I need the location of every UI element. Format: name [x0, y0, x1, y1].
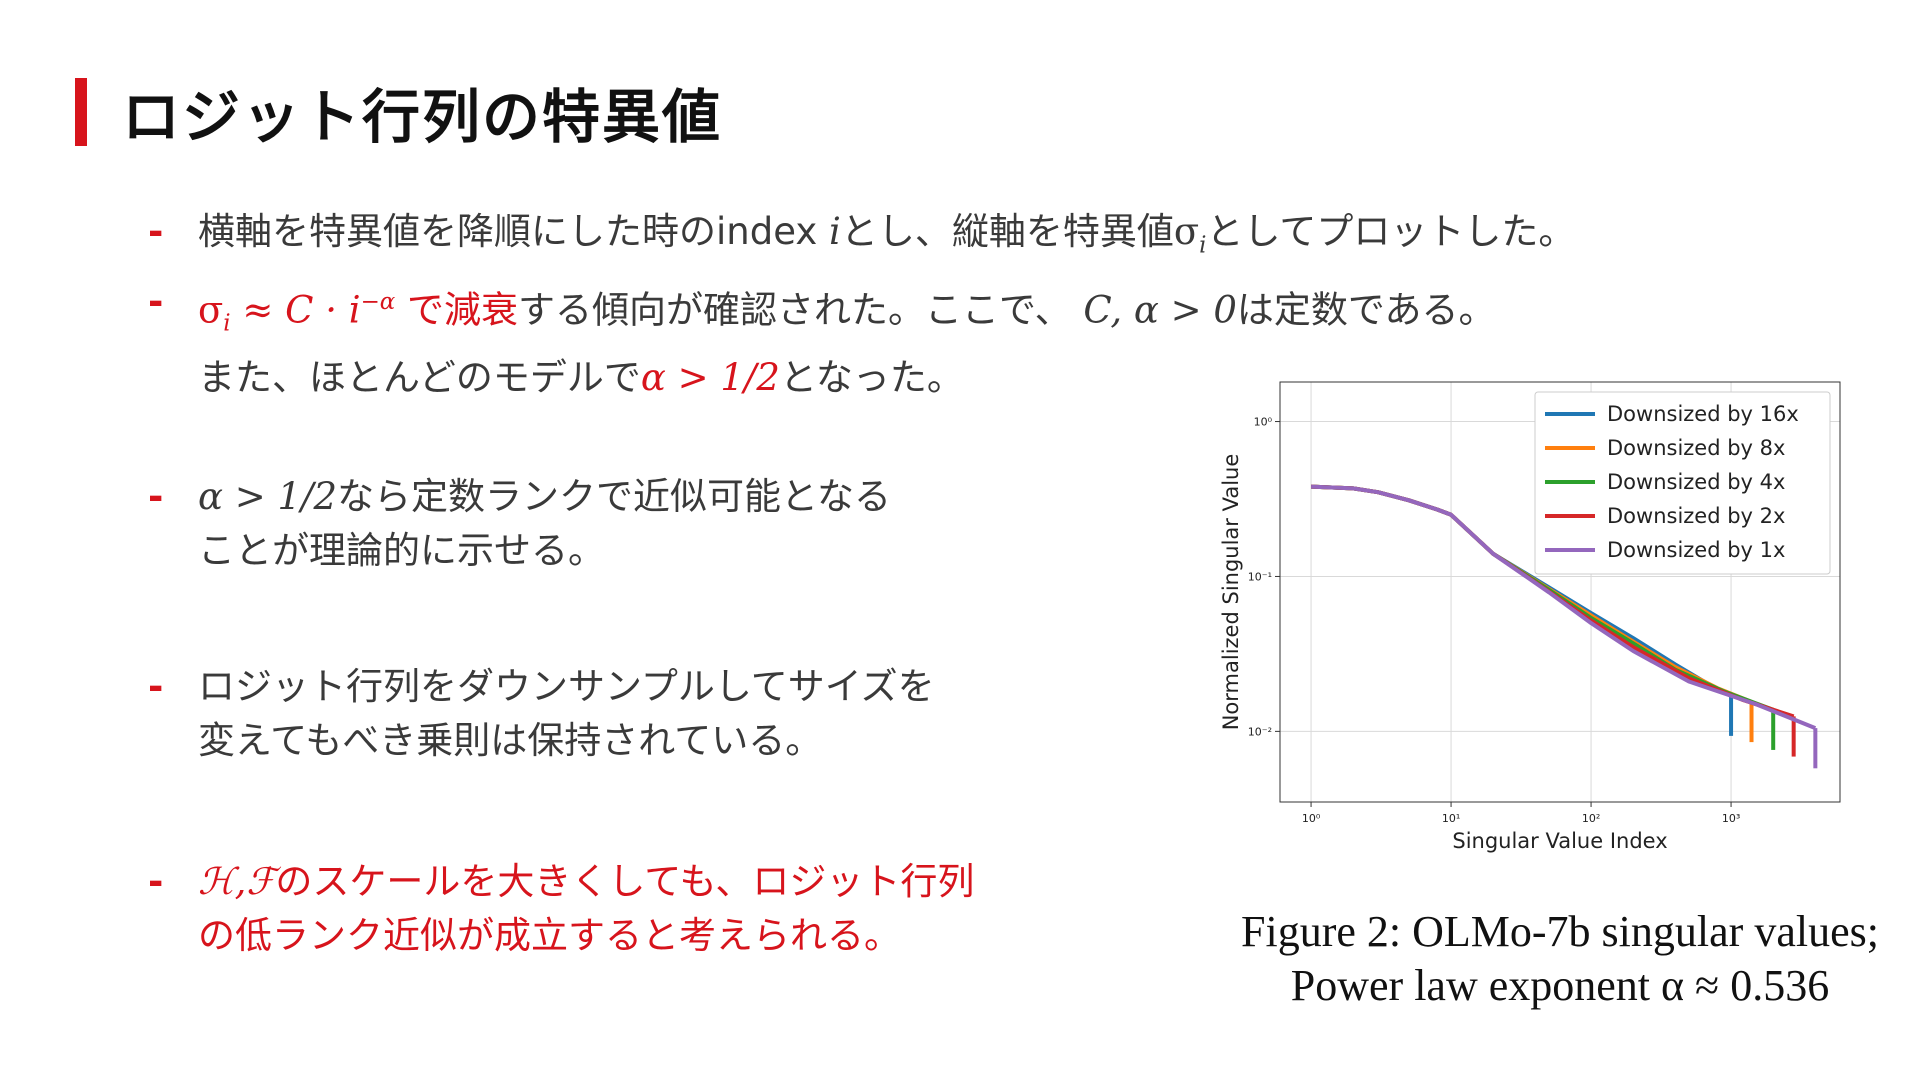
figure-caption: Figure 2: OLMo-7b singular values; Power… — [1200, 905, 1920, 1013]
bullet-5-math: ℋ,ℱ — [198, 860, 276, 903]
bullet-3-line1: なら定数ランクで近似可能となる — [337, 475, 891, 518]
bullet-1-text-a: 横軸を特異値を降順にした時のindex — [198, 210, 829, 253]
singular-value-chart: 10⁰ 10¹ 10² 10³ 10⁰ 10⁻¹ 10⁻² Singular Value In… — [1219, 381, 1841, 853]
y-tick-label: 10⁻¹ — [1248, 570, 1272, 583]
bullet-dash: - — [148, 665, 164, 708]
x-tick-label: 10³ — [1722, 812, 1740, 825]
bullet-3-math: α > 1/2 — [198, 475, 338, 518]
bullet-1-text-b: とし、縦軸を特異値 — [840, 210, 1174, 253]
bullet-3: - α > 1/2なら定数ランクで近似可能となる ことが理論的に示せる。 — [148, 470, 891, 578]
bullet-2: - σi ≈ C · i−α で減衰する傾向が確認された。ここで、 C, α >… — [148, 275, 1496, 405]
slide-title: ロジット行列の特異値 — [122, 83, 723, 151]
bullet-2-line2-post: となった。 — [779, 355, 964, 399]
legend-label: Downsized by 4x — [1607, 470, 1785, 494]
bullet-1-sub: i — [1199, 232, 1207, 259]
bullet-2-red-text: で減衰 — [395, 288, 519, 332]
legend-label: Downsized by 16x — [1607, 402, 1799, 426]
bullet-3-line2: ことが理論的に示せる。 — [198, 529, 605, 572]
bullet-4-line1: ロジット行列をダウンサンプルしてサイズを — [198, 665, 935, 708]
bullet-dash: - — [148, 280, 164, 323]
x-tick-label: 10² — [1582, 812, 1600, 825]
bullet-2-exponent: −α — [360, 289, 396, 315]
legend-label: Downsized by 1x — [1607, 538, 1785, 562]
legend-label: Downsized by 2x — [1607, 504, 1785, 528]
legend-box — [1534, 391, 1831, 575]
bullet-4: - ロジット行列をダウンサンプルしてサイズを 変えてもべき乗則は保持されている。 — [148, 660, 935, 768]
title-accent-bar — [75, 78, 87, 146]
bullet-2-sigma: σ — [198, 288, 224, 332]
bullet-2-text: する傾向が確認された。ここで、 — [518, 288, 1072, 332]
x-axis-label: Singular Value Index — [1452, 829, 1667, 853]
caption-line-1: Figure 2: OLMo-7b singular values; — [1241, 907, 1879, 956]
legend-label: Downsized by 8x — [1607, 436, 1785, 460]
bullet-5: - ℋ,ℱのスケールを大きくしても、ロジット行列 の低ランク近似が成立すると考え… — [148, 855, 975, 963]
caption-line-2: Power law exponent α ≈ 0.536 — [1290, 961, 1830, 1010]
bullet-5-line1: のスケールを大きくしても、ロジット行列 — [275, 860, 975, 903]
bullet-1-var: i — [829, 210, 841, 253]
y-axis-label: Normalized Singular Value — [1219, 454, 1243, 731]
y-tick-label: 10⁰ — [1254, 416, 1273, 429]
bullet-dash: - — [148, 860, 164, 903]
bullet-2-formula: ≈ C · i — [230, 288, 361, 332]
x-tick-label: 10⁰ — [1302, 812, 1321, 825]
x-tick-label: 10¹ — [1442, 812, 1460, 825]
bullet-5-line2: の低ランク近似が成立すると考えられる。 — [198, 914, 901, 957]
bullet-2-line2-text: また、ほとんどのモデルで — [198, 355, 641, 399]
bullet-4-line2: 変えてもべき乗則は保持されている。 — [198, 719, 823, 762]
bullet-2-text-b: は定数である。 — [1236, 288, 1496, 332]
bullet-1: - 横軸を特異値を降順にした時のindex iとし、縦軸を特異値σiとしてプロッ… — [148, 205, 1576, 272]
plot-frame — [1279, 381, 1841, 803]
y-tick-label: 10⁻² — [1248, 725, 1272, 738]
bullet-1-text-c: としてプロットした。 — [1206, 210, 1576, 253]
bullet-2-line2-math: α > 1/2 — [640, 355, 780, 399]
bullet-1-sigma: σ — [1173, 210, 1200, 253]
bullet-dash: - — [148, 475, 164, 518]
bullet-2-consts: C, α > 0 — [1071, 288, 1237, 332]
bullet-dash: - — [148, 210, 164, 253]
bullet-2-sub: i — [223, 310, 231, 337]
series-line — [1311, 484, 1817, 730]
